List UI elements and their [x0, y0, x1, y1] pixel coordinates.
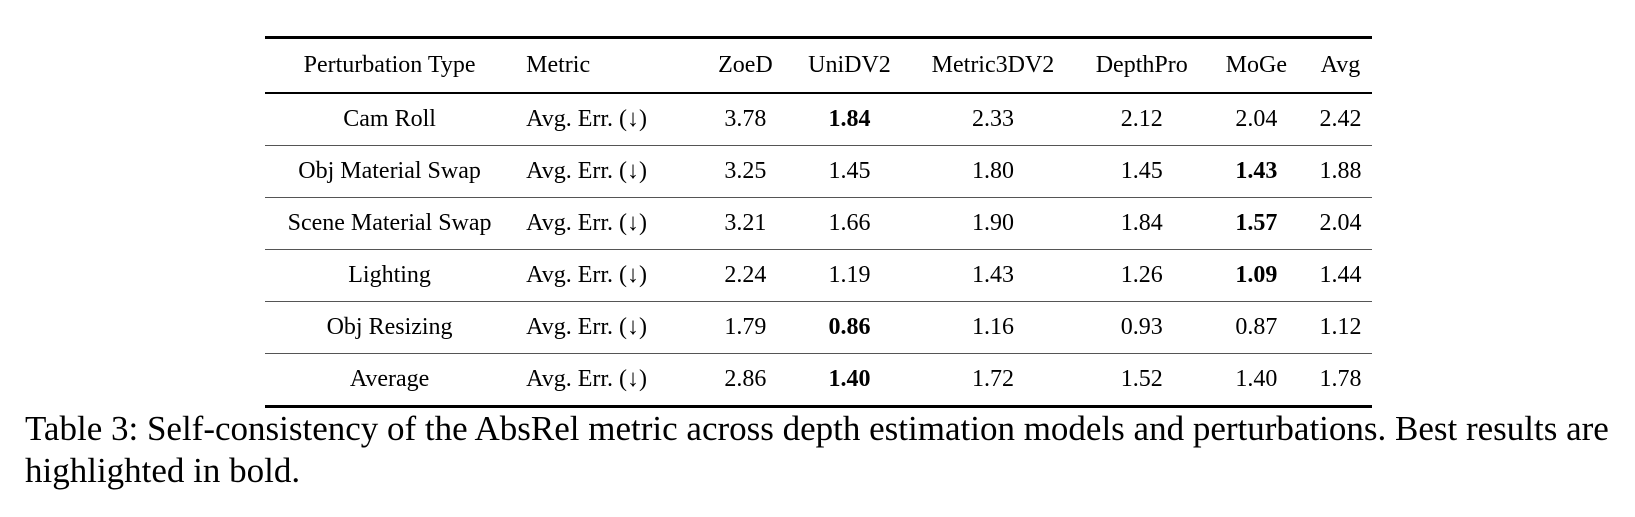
header-moge: MoGe: [1203, 36, 1309, 94]
cell-unidv2: 1.84: [792, 93, 907, 146]
cell-depthpro: 1.84: [1079, 197, 1204, 250]
cell-moge: 1.09: [1203, 249, 1309, 302]
cell-metric3dv2: 1.90: [906, 197, 1080, 250]
cell-metric3dv2: 1.43: [906, 249, 1080, 302]
header-depthpro: DepthPro: [1079, 36, 1204, 94]
cell-depthpro: 1.26: [1079, 249, 1204, 302]
row-metric: Avg. Err. (↓): [514, 301, 699, 354]
table-body: Cam Roll Avg. Err. (↓) 3.78 1.84 2.33 2.…: [265, 93, 1372, 408]
cell-moge: 2.04: [1203, 93, 1309, 146]
table-caption: Table 3: Self-consistency of the AbsRel …: [25, 409, 1609, 490]
cell-metric3dv2: 2.33: [906, 93, 1080, 146]
cell-unidv2: 1.66: [792, 197, 907, 250]
cell-moge: 1.43: [1203, 145, 1309, 198]
row-perturbation-type: Cam Roll: [265, 93, 515, 146]
table-row: Obj Material Swap Avg. Err. (↓) 3.25 1.4…: [265, 145, 1372, 198]
table-row: Scene Material Swap Avg. Err. (↓) 3.21 1…: [265, 197, 1372, 250]
cell-unidv2: 1.40: [792, 353, 907, 408]
table-row: Lighting Avg. Err. (↓) 2.24 1.19 1.43 1.…: [265, 249, 1372, 302]
header-unidv2: UniDV2: [792, 36, 907, 94]
cell-zoed: 2.24: [698, 249, 793, 302]
cell-avg: 2.04: [1308, 197, 1372, 250]
cell-depthpro: 1.45: [1079, 145, 1204, 198]
table-row: Average Avg. Err. (↓) 2.86 1.40 1.72 1.5…: [265, 353, 1372, 408]
row-perturbation-type: Obj Resizing: [265, 301, 515, 354]
header-metric3dv2: Metric3DV2: [906, 36, 1080, 94]
cell-moge: 1.40: [1203, 353, 1309, 408]
header-zoed: ZoeD: [698, 36, 793, 94]
cell-moge: 1.57: [1203, 197, 1309, 250]
cell-unidv2: 1.45: [792, 145, 907, 198]
cell-unidv2: 1.19: [792, 249, 907, 302]
table-row: Cam Roll Avg. Err. (↓) 3.78 1.84 2.33 2.…: [265, 93, 1372, 146]
cell-avg: 1.78: [1308, 353, 1372, 408]
cell-unidv2: 0.86: [792, 301, 907, 354]
header-avg: Avg: [1308, 36, 1372, 94]
cell-zoed: 3.25: [698, 145, 793, 198]
cell-moge: 0.87: [1203, 301, 1309, 354]
cell-depthpro: 1.52: [1079, 353, 1204, 408]
cell-zoed: 3.21: [698, 197, 793, 250]
header-metric: Metric: [514, 36, 699, 94]
row-perturbation-type: Obj Material Swap: [265, 145, 515, 198]
cell-metric3dv2: 1.16: [906, 301, 1080, 354]
cell-depthpro: 0.93: [1079, 301, 1204, 354]
results-table: Perturbation Type Metric ZoeD UniDV2 Met…: [265, 36, 1372, 408]
cell-avg: 1.44: [1308, 249, 1372, 302]
row-perturbation-type: Scene Material Swap: [265, 197, 515, 250]
cell-depthpro: 2.12: [1079, 93, 1204, 146]
results-table-container: Perturbation Type Metric ZoeD UniDV2 Met…: [265, 36, 1372, 408]
cell-zoed: 3.78: [698, 93, 793, 146]
cell-avg: 1.88: [1308, 145, 1372, 198]
row-perturbation-type: Average: [265, 353, 515, 408]
row-metric: Avg. Err. (↓): [514, 353, 699, 408]
cell-avg: 1.12: [1308, 301, 1372, 354]
row-perturbation-type: Lighting: [265, 249, 515, 302]
table-row: Obj Resizing Avg. Err. (↓) 1.79 0.86 1.1…: [265, 301, 1372, 354]
cell-zoed: 1.79: [698, 301, 793, 354]
row-metric: Avg. Err. (↓): [514, 93, 699, 146]
cell-avg: 2.42: [1308, 93, 1372, 146]
row-metric: Avg. Err. (↓): [514, 145, 699, 198]
cell-metric3dv2: 1.80: [906, 145, 1080, 198]
cell-zoed: 2.86: [698, 353, 793, 408]
row-metric: Avg. Err. (↓): [514, 249, 699, 302]
cell-metric3dv2: 1.72: [906, 353, 1080, 408]
row-metric: Avg. Err. (↓): [514, 197, 699, 250]
header-perturbation-type: Perturbation Type: [265, 36, 515, 94]
header-row: Perturbation Type Metric ZoeD UniDV2 Met…: [265, 36, 1372, 94]
